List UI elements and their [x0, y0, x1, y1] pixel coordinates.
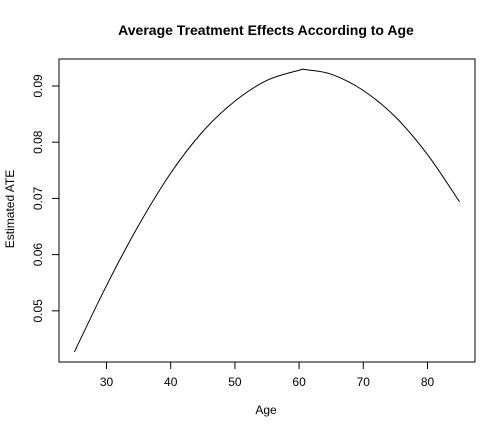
series-line-0: [73, 68, 461, 353]
x-tick-label: 60: [292, 375, 306, 389]
y-tick-label: 0.08: [31, 130, 45, 154]
y-tick-label: 0.09: [31, 74, 45, 98]
x-axis: 30 40 50 60 70 80: [100, 361, 435, 389]
y-tick-label: 0.07: [31, 186, 45, 210]
x-tick-label: 80: [421, 375, 435, 389]
y-tick-label: 0.06: [31, 243, 45, 267]
y-axis: 0.05 0.06 0.07 0.08 0.09: [31, 74, 60, 323]
x-tick-label: 50: [228, 375, 242, 389]
x-tick-label: 30: [100, 375, 114, 389]
plot-frame: [58, 58, 476, 363]
y-axis-label: Estimated ATE: [3, 170, 17, 248]
y-tick-label: 0.05: [31, 299, 45, 323]
chart-title: Average Treatment Effects According to A…: [118, 22, 414, 38]
x-tick-label: 40: [164, 375, 178, 389]
x-axis-label: Age: [255, 403, 277, 417]
x-tick-label: 70: [357, 375, 371, 389]
series-layer: [73, 68, 461, 353]
